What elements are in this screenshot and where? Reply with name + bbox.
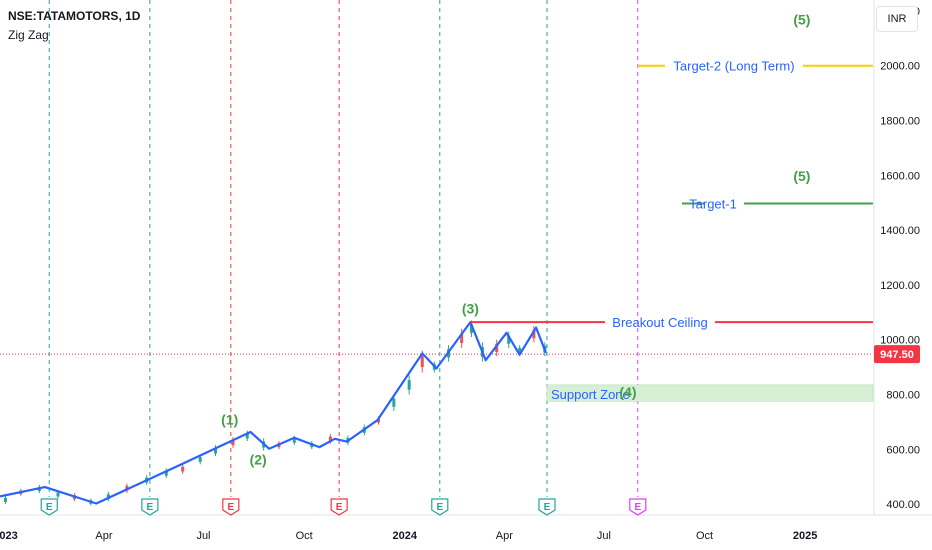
x-tick-label: 2023: [0, 530, 18, 542]
x-tick-label: Oct: [296, 530, 313, 542]
price-candle-body: [420, 356, 424, 368]
target2-label: Target-2 (Long Term): [673, 59, 794, 74]
y-tick-label: 1000.00: [880, 335, 920, 347]
zigzag-line: [0, 321, 547, 505]
price-badge-label: 947.50: [880, 349, 914, 361]
earnings-flag-icon[interactable]: [431, 498, 449, 516]
price-candle-body: [56, 492, 60, 497]
price-candle-body: [245, 433, 249, 439]
y-tick-label: 2000.00: [880, 61, 920, 73]
wave-label: (5): [793, 12, 810, 28]
wave-label: (4): [619, 384, 636, 400]
price-candle-body: [181, 466, 185, 472]
price-candle-body: [214, 447, 218, 454]
price-candle-body: [407, 380, 411, 390]
earnings-flag-icon[interactable]: [330, 498, 348, 516]
earnings-flag-label: E: [634, 502, 641, 513]
support-zone-box: [546, 384, 874, 402]
y-tick-label: 1200.00: [880, 280, 920, 292]
wave-label: (1): [221, 412, 238, 428]
price-candle-body: [198, 457, 202, 462]
y-tick-label: 600.00: [886, 444, 920, 456]
earnings-flag-icon[interactable]: [629, 498, 647, 516]
wave-label: (2): [250, 451, 267, 467]
indicator-label[interactable]: Zig Zag: [8, 28, 49, 42]
price-candle-body: [164, 470, 168, 476]
y-tick-label: 1600.00: [880, 170, 920, 182]
earnings-flag-label: E: [436, 502, 443, 513]
y-tick-label: 1800.00: [880, 116, 920, 128]
x-tick-label: Apr: [95, 530, 112, 542]
earnings-flag-label: E: [147, 502, 154, 513]
y-tick-label: 800.00: [886, 389, 920, 401]
ceiling-label: Breakout Ceiling: [612, 315, 707, 330]
earnings-flag-icon[interactable]: [222, 498, 240, 516]
price-candle-body: [460, 333, 464, 344]
currency-button[interactable]: INR: [876, 6, 918, 32]
y-tick-label: 1400.00: [880, 225, 920, 237]
target1-label: Target-1: [689, 197, 737, 212]
y-tick-label: 400.00: [886, 499, 920, 511]
x-tick-label: Apr: [496, 530, 513, 542]
x-tick-label: 2024: [393, 530, 418, 542]
wave-label: (3): [462, 301, 479, 317]
earnings-flag-icon[interactable]: [538, 498, 556, 516]
price-candle-body: [292, 437, 296, 443]
earnings-flag-icon[interactable]: [141, 498, 159, 516]
price-badge: [874, 345, 920, 364]
earnings-flag-label: E: [46, 502, 53, 513]
x-tick-label: 2025: [793, 530, 817, 542]
price-candle-body: [507, 335, 511, 344]
earnings-flag-label: E: [544, 502, 551, 513]
earnings-flag-label: E: [336, 502, 343, 513]
x-tick-label: Jul: [597, 530, 611, 542]
price-candle-body: [518, 347, 522, 354]
price-candle-body: [3, 497, 7, 502]
price-candle-body: [495, 343, 499, 353]
price-candle-body: [106, 494, 110, 499]
support-zone-label: Support Zone: [551, 387, 630, 402]
earnings-flag-icon[interactable]: [40, 498, 58, 516]
price-candle-body: [231, 439, 235, 446]
price-candle-body: [328, 436, 332, 442]
price-candle-body: [392, 398, 396, 407]
price-candle-body: [470, 324, 474, 333]
price-candle-body: [532, 330, 536, 339]
symbol-title: NSE:TATAMOTORS, 1D: [8, 9, 141, 23]
earnings-flag-label: E: [227, 502, 234, 513]
x-tick-label: Oct: [696, 530, 713, 542]
wave-label: (5): [793, 168, 810, 184]
x-tick-label: Jul: [196, 530, 210, 542]
